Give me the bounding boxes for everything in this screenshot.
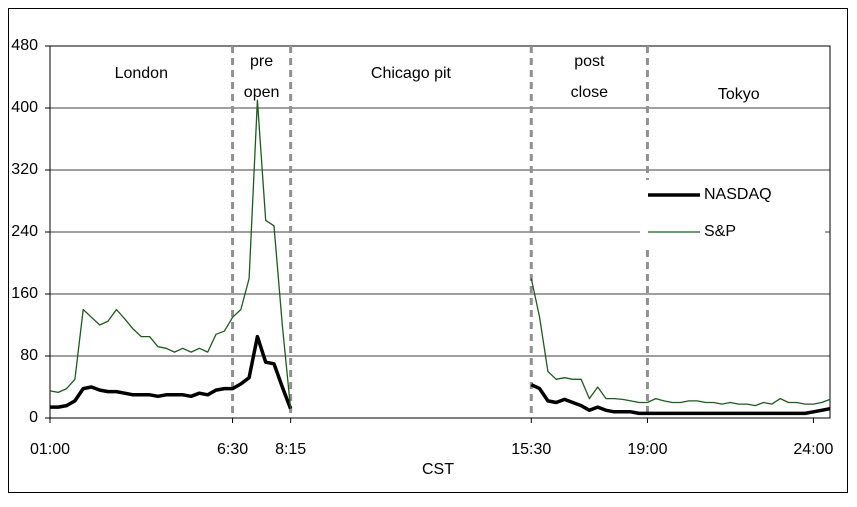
- series-line: [50, 334, 831, 416]
- x-tick-label: 19:00: [627, 441, 667, 458]
- x-tick-label: 8:15: [275, 441, 306, 458]
- legend-label: S&P: [704, 223, 736, 240]
- region-label: Chicago pit: [371, 65, 452, 82]
- region-label: London: [115, 65, 168, 82]
- plot-area: [49, 45, 831, 419]
- x-tick-label: 15:30: [511, 441, 551, 458]
- y-tick-label: 240: [11, 223, 38, 240]
- x-tick-label: 6:30: [217, 441, 248, 458]
- region-label: post: [574, 53, 605, 70]
- region-label: close: [571, 84, 608, 101]
- y-tick-label: 320: [11, 161, 38, 178]
- region-label: Tokyo: [718, 86, 760, 103]
- y-tick-label: 0: [29, 409, 38, 426]
- x-tick-label: 24:00: [793, 441, 833, 458]
- y-tick-label: 480: [11, 37, 38, 54]
- y-tick-label: 80: [20, 347, 38, 364]
- x-axis-label: CST: [422, 461, 454, 478]
- region-label: pre: [250, 53, 273, 70]
- legend-background: [640, 180, 825, 245]
- region-label: open: [244, 84, 280, 101]
- x-tick-label: 01:00: [30, 441, 70, 458]
- legend-label: NASDAQ: [704, 186, 772, 203]
- series-line: [49, 99, 831, 409]
- y-tick-label: 400: [11, 99, 38, 116]
- y-tick-label: 160: [11, 285, 38, 302]
